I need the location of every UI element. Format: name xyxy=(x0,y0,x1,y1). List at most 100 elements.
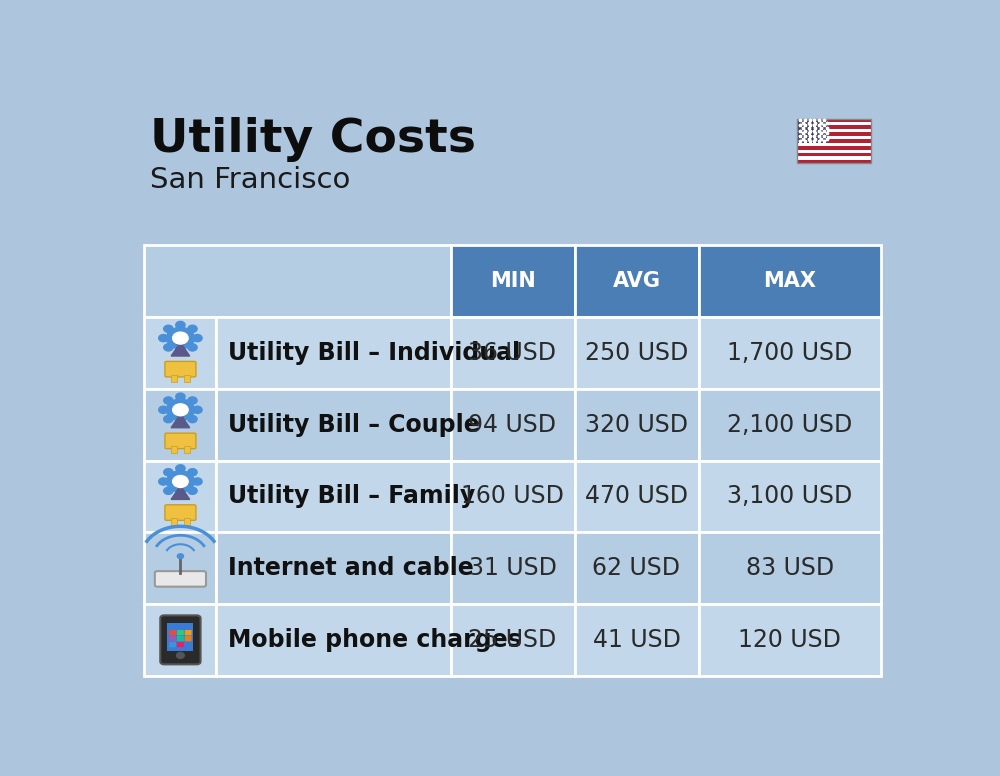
Circle shape xyxy=(176,465,185,472)
FancyBboxPatch shape xyxy=(698,317,881,389)
FancyBboxPatch shape xyxy=(698,532,881,604)
FancyBboxPatch shape xyxy=(797,150,871,153)
FancyBboxPatch shape xyxy=(177,630,184,636)
Text: 2,100 USD: 2,100 USD xyxy=(727,413,852,437)
Circle shape xyxy=(164,469,173,476)
Text: 160 USD: 160 USD xyxy=(461,484,564,508)
Circle shape xyxy=(176,491,185,498)
FancyBboxPatch shape xyxy=(797,146,871,150)
FancyBboxPatch shape xyxy=(169,636,176,641)
Circle shape xyxy=(188,325,197,332)
FancyBboxPatch shape xyxy=(698,389,881,461)
Text: Utility Bill – Couple: Utility Bill – Couple xyxy=(228,413,480,437)
FancyBboxPatch shape xyxy=(698,245,881,317)
FancyBboxPatch shape xyxy=(144,604,216,676)
Text: San Francisco: San Francisco xyxy=(150,166,350,194)
FancyBboxPatch shape xyxy=(797,119,827,143)
FancyBboxPatch shape xyxy=(171,375,177,382)
FancyBboxPatch shape xyxy=(184,375,190,382)
FancyBboxPatch shape xyxy=(574,604,698,676)
FancyBboxPatch shape xyxy=(169,642,176,647)
Text: 250 USD: 250 USD xyxy=(585,341,688,365)
Text: 470 USD: 470 USD xyxy=(585,484,688,508)
Circle shape xyxy=(174,407,187,417)
FancyBboxPatch shape xyxy=(144,461,216,532)
Circle shape xyxy=(193,334,202,341)
FancyBboxPatch shape xyxy=(698,604,881,676)
Text: MAX: MAX xyxy=(763,272,816,291)
FancyBboxPatch shape xyxy=(165,362,196,377)
Circle shape xyxy=(188,469,197,476)
Circle shape xyxy=(164,325,173,332)
Text: 41 USD: 41 USD xyxy=(593,628,680,652)
FancyBboxPatch shape xyxy=(144,389,216,461)
Circle shape xyxy=(174,479,187,488)
FancyBboxPatch shape xyxy=(216,389,450,461)
FancyBboxPatch shape xyxy=(797,119,871,122)
FancyBboxPatch shape xyxy=(797,122,871,126)
Circle shape xyxy=(164,397,173,404)
FancyBboxPatch shape xyxy=(450,317,574,389)
Text: 1,700 USD: 1,700 USD xyxy=(727,341,852,365)
Text: 94 USD: 94 USD xyxy=(468,413,556,437)
Circle shape xyxy=(193,478,202,485)
FancyBboxPatch shape xyxy=(144,532,216,604)
Circle shape xyxy=(166,327,194,349)
FancyBboxPatch shape xyxy=(574,317,698,389)
Circle shape xyxy=(193,406,202,414)
FancyBboxPatch shape xyxy=(797,139,871,143)
FancyBboxPatch shape xyxy=(144,245,450,317)
Circle shape xyxy=(188,487,197,494)
Circle shape xyxy=(164,487,173,494)
FancyBboxPatch shape xyxy=(797,132,871,136)
Circle shape xyxy=(177,554,184,559)
Circle shape xyxy=(173,404,188,416)
FancyBboxPatch shape xyxy=(797,129,871,132)
Circle shape xyxy=(166,471,194,492)
Circle shape xyxy=(173,476,188,487)
Circle shape xyxy=(173,332,188,344)
FancyBboxPatch shape xyxy=(574,532,698,604)
Circle shape xyxy=(159,406,168,414)
Circle shape xyxy=(188,344,197,351)
Text: 320 USD: 320 USD xyxy=(585,413,688,437)
FancyBboxPatch shape xyxy=(574,245,698,317)
FancyBboxPatch shape xyxy=(797,157,871,160)
Circle shape xyxy=(188,415,197,423)
Text: MIN: MIN xyxy=(490,272,535,291)
FancyBboxPatch shape xyxy=(165,505,196,521)
Text: 83 USD: 83 USD xyxy=(746,556,834,580)
Circle shape xyxy=(164,344,173,351)
Text: 120 USD: 120 USD xyxy=(738,628,841,652)
Text: 36 USD: 36 USD xyxy=(468,341,556,365)
FancyBboxPatch shape xyxy=(216,532,450,604)
FancyBboxPatch shape xyxy=(171,518,177,525)
Text: AVG: AVG xyxy=(612,272,660,291)
Circle shape xyxy=(159,334,168,341)
Text: 25 USD: 25 USD xyxy=(468,628,557,652)
Circle shape xyxy=(176,321,185,328)
FancyBboxPatch shape xyxy=(184,446,190,453)
Circle shape xyxy=(177,653,184,658)
FancyBboxPatch shape xyxy=(797,160,871,163)
FancyBboxPatch shape xyxy=(144,317,216,389)
FancyBboxPatch shape xyxy=(167,623,193,651)
Circle shape xyxy=(174,335,187,345)
Text: Utility Bill – Family: Utility Bill – Family xyxy=(228,484,475,508)
FancyBboxPatch shape xyxy=(797,143,871,146)
FancyBboxPatch shape xyxy=(184,518,190,525)
Text: 62 USD: 62 USD xyxy=(592,556,680,580)
FancyBboxPatch shape xyxy=(171,446,177,453)
Circle shape xyxy=(159,478,168,485)
Text: Utility Bill – Individual: Utility Bill – Individual xyxy=(228,341,520,365)
FancyBboxPatch shape xyxy=(450,532,574,604)
Text: Utility Costs: Utility Costs xyxy=(150,117,476,162)
FancyBboxPatch shape xyxy=(185,630,192,636)
Text: 3,100 USD: 3,100 USD xyxy=(727,484,852,508)
FancyBboxPatch shape xyxy=(450,389,574,461)
Text: 31 USD: 31 USD xyxy=(469,556,556,580)
FancyBboxPatch shape xyxy=(698,461,881,532)
FancyBboxPatch shape xyxy=(450,604,574,676)
FancyBboxPatch shape xyxy=(216,317,450,389)
FancyBboxPatch shape xyxy=(177,636,184,641)
